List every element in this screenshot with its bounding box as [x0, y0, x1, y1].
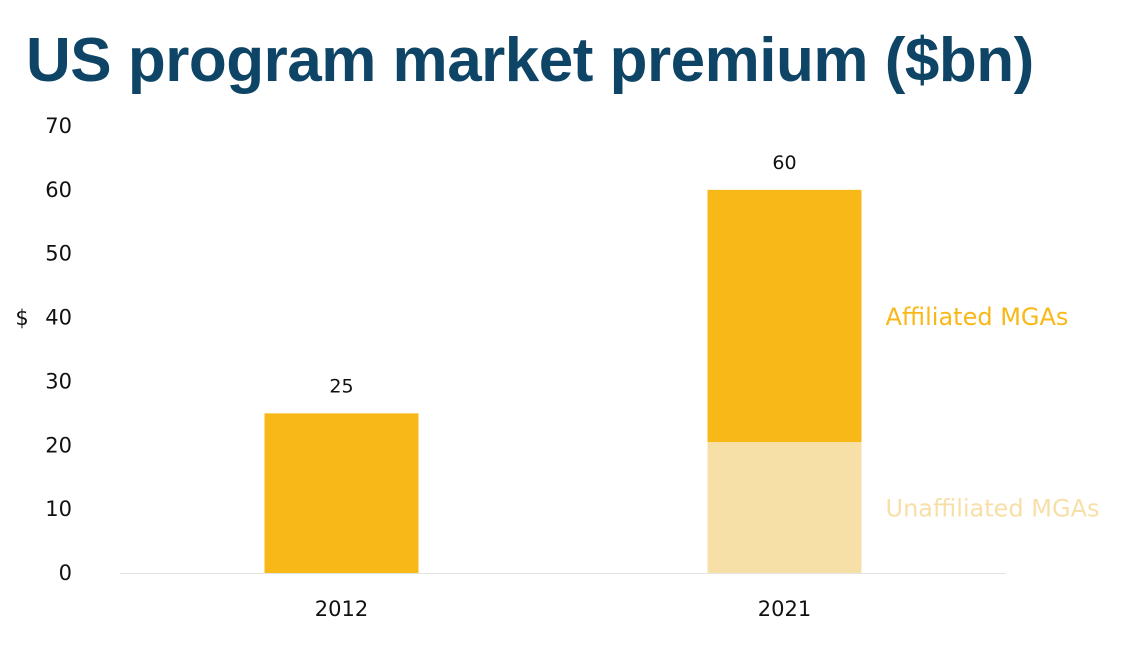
- y-axis: $ 0 10 20 30 40 50 60 70: [15, 114, 72, 585]
- value-labels: 25 60: [329, 152, 796, 398]
- bar-total-label: 25: [329, 375, 353, 397]
- y-tick-label: 60: [45, 178, 72, 202]
- chart-title: US program market premium ($bn): [26, 26, 1034, 95]
- legend-affiliated-mgas: Affiliated MGAs: [886, 303, 1069, 331]
- y-tick-label: 50: [45, 242, 72, 266]
- y-tick-label: 0: [59, 561, 72, 585]
- legend-unaffiliated-mgas: Unaffiliated MGAs: [886, 495, 1100, 523]
- bar-2021-unaffiliated-mgas: [707, 442, 862, 573]
- bar-total-label: 60: [772, 152, 796, 174]
- y-axis-label: $: [15, 306, 28, 330]
- y-tick-label: 70: [45, 114, 72, 138]
- bar-2021-affiliated-mgas: [707, 189, 862, 443]
- x-tick-label: 2021: [758, 597, 811, 621]
- legend: Unaffiliated MGAs Affiliated MGAs: [886, 303, 1100, 523]
- y-tick-label: 10: [45, 497, 72, 521]
- y-tick-label: 20: [45, 433, 72, 457]
- x-axis: 2012 2021: [315, 597, 811, 621]
- y-tick-label: 30: [45, 369, 72, 393]
- bars: [264, 189, 862, 573]
- x-tick-label: 2012: [315, 597, 368, 621]
- y-tick-label: 40: [45, 306, 72, 330]
- bar-2012-affiliated-mgas: [264, 413, 419, 573]
